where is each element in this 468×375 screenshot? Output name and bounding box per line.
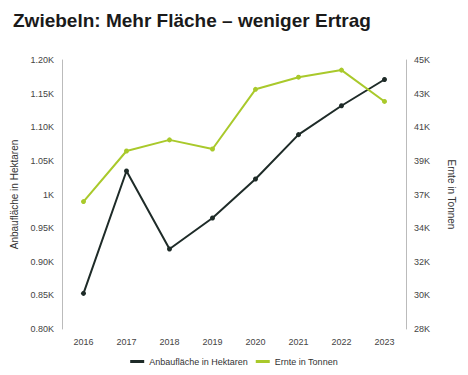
svg-text:Zwiebeln: Mehr Fläche – wenige: Zwiebeln: Mehr Fläche – weniger Ertrag — [13, 10, 371, 31]
svg-text:2021: 2021 — [288, 337, 308, 347]
svg-text:34K: 34K — [414, 223, 430, 233]
svg-text:45K: 45K — [414, 55, 430, 65]
svg-text:0.85K: 0.85K — [30, 290, 54, 300]
svg-text:28K: 28K — [414, 324, 430, 334]
svg-text:39K: 39K — [414, 156, 430, 166]
svg-text:1.15K: 1.15K — [30, 89, 54, 99]
svg-text:32K: 32K — [414, 257, 430, 267]
svg-text:1.10K: 1.10K — [30, 122, 54, 132]
svg-text:Ernte in Tonnen: Ernte in Tonnen — [446, 160, 457, 230]
svg-text:37K: 37K — [414, 190, 430, 200]
svg-text:Anbaufläche in Hektaren: Anbaufläche in Hektaren — [9, 140, 20, 250]
svg-text:30K: 30K — [414, 290, 430, 300]
svg-text:Ernte in Tonnen: Ernte in Tonnen — [275, 357, 338, 367]
svg-text:41K: 41K — [414, 122, 430, 132]
svg-text:0.80K: 0.80K — [30, 324, 54, 334]
svg-text:2023: 2023 — [374, 337, 394, 347]
svg-text:0.95K: 0.95K — [30, 223, 54, 233]
svg-text:1K: 1K — [43, 190, 54, 200]
svg-text:Anbaufläche in Hektaren: Anbaufläche in Hektaren — [149, 357, 248, 367]
svg-text:1.20K: 1.20K — [30, 55, 54, 65]
svg-text:2022: 2022 — [331, 337, 351, 347]
svg-text:43K: 43K — [414, 89, 430, 99]
svg-text:1.05K: 1.05K — [30, 156, 54, 166]
svg-text:2017: 2017 — [116, 337, 136, 347]
svg-text:2019: 2019 — [202, 337, 222, 347]
svg-text:2016: 2016 — [73, 337, 93, 347]
svg-text:2020: 2020 — [245, 337, 265, 347]
svg-text:2018: 2018 — [159, 337, 179, 347]
svg-text:0.90K: 0.90K — [30, 257, 54, 267]
